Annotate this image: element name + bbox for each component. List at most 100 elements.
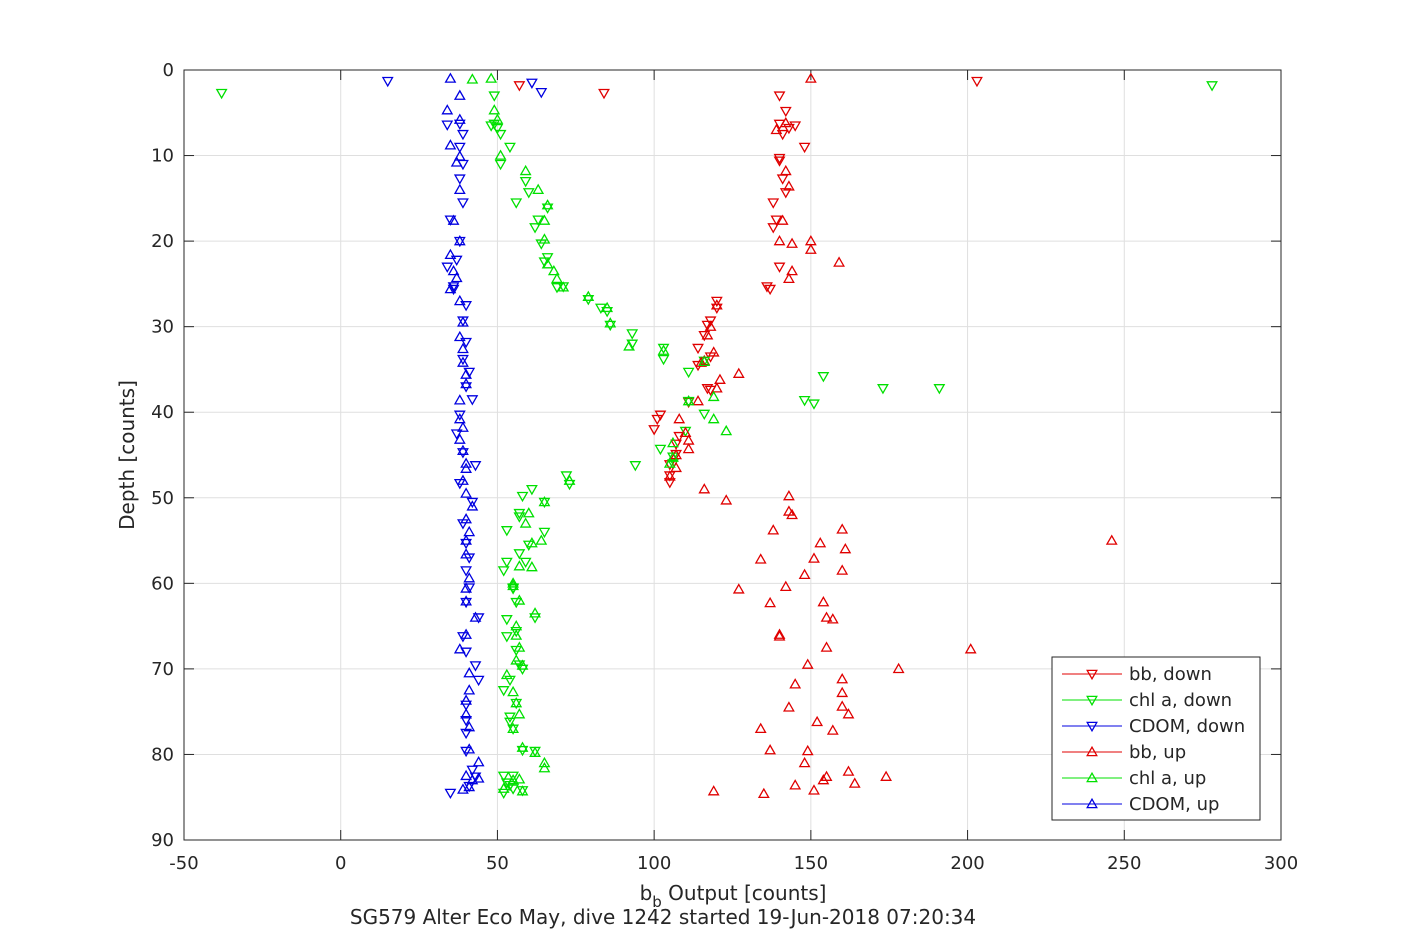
- data-point: [707, 412, 720, 424]
- data-point: [698, 330, 711, 342]
- data-point: [453, 174, 466, 185]
- axis-ticks: -50 0 50 100 150 200 250 300 0 10 20 30 40 50 60 70 80 90: [151, 60, 1298, 874]
- data-point: [786, 264, 798, 276]
- data-point: [1105, 534, 1118, 545]
- data-point: [453, 113, 466, 124]
- data-point: [463, 743, 476, 754]
- data-point: [507, 577, 520, 588]
- data-point: [457, 474, 469, 485]
- data-point: [538, 257, 551, 268]
- data-point: [798, 142, 811, 154]
- data-point: [657, 344, 670, 355]
- y-tick-label: 90: [151, 830, 174, 851]
- y-tick-label: 0: [163, 60, 174, 81]
- data-point: [877, 384, 889, 395]
- data-point: [767, 524, 780, 535]
- data-point: [460, 548, 473, 559]
- data-point: [519, 517, 532, 528]
- data-point: [720, 494, 733, 505]
- legend-marker: [1086, 771, 1098, 783]
- data-point: [444, 215, 457, 226]
- y-tick-label: 70: [151, 659, 174, 680]
- y-tick-label: 60: [151, 573, 174, 594]
- legend-marker: [1086, 797, 1098, 809]
- data-point: [964, 643, 977, 654]
- data-point: [516, 491, 529, 503]
- data-point: [773, 156, 786, 167]
- data-point: [538, 214, 551, 225]
- data-point: [547, 264, 560, 276]
- data-point: [773, 235, 786, 246]
- data-point: [507, 722, 520, 734]
- data-point: [510, 198, 523, 209]
- data-point: [648, 425, 661, 436]
- data-point: [460, 513, 473, 524]
- data-point: [457, 129, 469, 141]
- data-point: [500, 632, 513, 643]
- data-point: [779, 106, 792, 118]
- plot-area-frame: [183, 69, 1282, 841]
- data-point: [833, 256, 845, 267]
- data-point: [764, 744, 777, 755]
- data-point: [538, 495, 551, 507]
- data-point: [710, 299, 723, 310]
- data-point: [679, 426, 692, 438]
- data-point: [598, 88, 610, 100]
- data-point: [463, 583, 476, 594]
- data-point: [460, 694, 473, 705]
- data-point: [460, 595, 473, 606]
- data-point: [557, 281, 570, 292]
- data-point: [463, 720, 476, 732]
- y-axis-label: Depth [counts]: [115, 380, 139, 530]
- data-point: [457, 421, 469, 432]
- legend-item: bb, up: [1062, 742, 1186, 763]
- legend-item: chl a, down: [1062, 690, 1232, 711]
- data-point: [663, 478, 676, 489]
- data-point: [754, 722, 767, 734]
- data-point: [761, 282, 773, 293]
- data-point: [513, 773, 526, 784]
- x-tick-label: 100: [637, 853, 671, 874]
- data-point: [535, 87, 548, 99]
- data-point: [472, 675, 485, 687]
- data-point: [507, 774, 520, 785]
- data-point: [450, 429, 463, 440]
- data-point: [447, 214, 460, 225]
- data-point: [507, 685, 520, 697]
- data-point: [507, 771, 520, 782]
- data-point: [460, 457, 473, 468]
- data-point: [773, 628, 786, 639]
- data-point: [472, 613, 485, 624]
- data-point: [510, 654, 523, 665]
- legend-item: chl a, up: [1062, 768, 1206, 789]
- x-axis-label-main: b: [640, 881, 653, 905]
- data-point: [707, 785, 720, 796]
- data-point: [513, 560, 526, 571]
- data-point: [773, 91, 786, 102]
- data-point: [770, 123, 783, 135]
- data-point: [808, 399, 820, 410]
- x-axis-label-subscript: b: [652, 893, 662, 911]
- data-point: [836, 686, 849, 698]
- legend-label: bb, down: [1129, 664, 1212, 685]
- data-point: [497, 788, 510, 800]
- data-point: [698, 483, 711, 494]
- data-point: [732, 583, 745, 594]
- data-point: [626, 329, 639, 340]
- data-point: [215, 88, 228, 100]
- data-point: [732, 367, 745, 378]
- data-point: [836, 564, 849, 575]
- data-point: [463, 780, 476, 792]
- data-point: [453, 294, 466, 306]
- data-point: [460, 566, 473, 577]
- data-point: [707, 390, 720, 402]
- data-point: [551, 283, 563, 294]
- data-point: [457, 342, 469, 354]
- data-point: [529, 607, 541, 618]
- data-point: [463, 367, 476, 379]
- data-point: [764, 284, 777, 296]
- data-point: [880, 770, 893, 781]
- data-point: [814, 537, 827, 548]
- data-point: [801, 744, 814, 756]
- data-point: [450, 156, 463, 167]
